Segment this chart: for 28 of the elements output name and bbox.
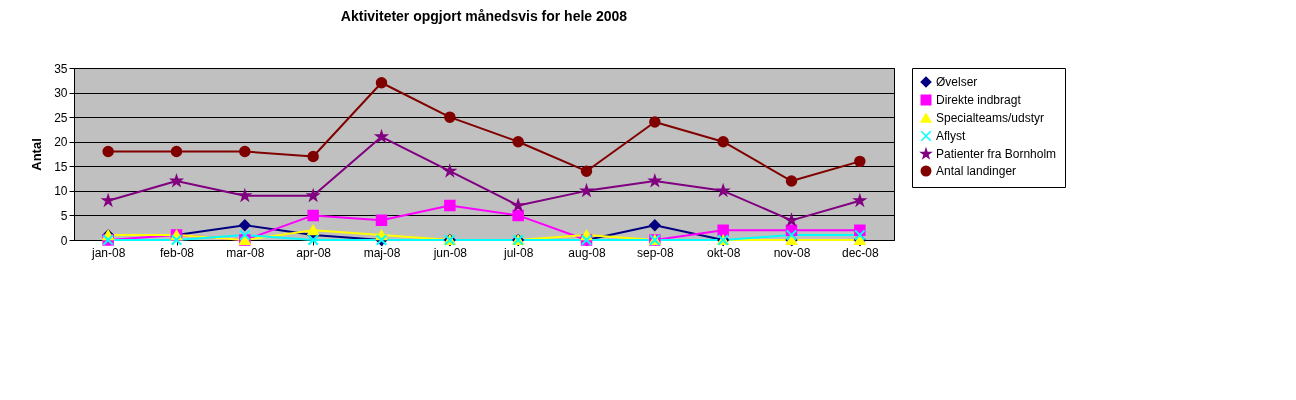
- chart-title: Aktiviteter opgjort månedsvis for hele 2008: [340, 8, 628, 24]
- y-axis-title: Antal: [29, 138, 45, 171]
- y-tick-label: 10: [54, 184, 68, 199]
- x-tick-label: jun-08: [432, 245, 468, 260]
- y-tick-label: 5: [60, 208, 68, 223]
- legend-label: Antal landinger: [936, 164, 1017, 178]
- x-tick-label: jan-08: [90, 245, 126, 260]
- x-tick-label: feb-08: [159, 245, 195, 260]
- legend-label: Specialteams/udstyr: [936, 111, 1045, 125]
- x-tick-label: nov-08: [773, 245, 811, 260]
- y-tick-label: 30: [54, 86, 68, 101]
- x-tick-label: jul-08: [502, 245, 534, 260]
- legend-label: Patienter fra Bornholm: [936, 147, 1057, 161]
- x-tick-label: mar-08: [226, 245, 265, 260]
- x-tick-label: apr-08: [296, 245, 332, 260]
- x-tick-label: dec-08: [841, 245, 879, 260]
- y-tick-label: 0: [60, 233, 68, 248]
- legend-label: Øvelser: [936, 75, 978, 89]
- x-tick-label: maj-08: [363, 245, 401, 260]
- y-tick-label: 15: [54, 159, 68, 174]
- x-tick-label: okt-08: [706, 245, 741, 260]
- legend-label: Direkte indbragt: [936, 93, 1022, 107]
- legend-label: Aflyst: [936, 129, 966, 143]
- x-tick-label: aug-08: [568, 245, 606, 260]
- x-tick-label: sep-08: [636, 245, 674, 260]
- y-tick-label: 25: [54, 110, 68, 125]
- y-tick-label: 20: [54, 135, 68, 150]
- y-tick-label: 35: [54, 61, 68, 76]
